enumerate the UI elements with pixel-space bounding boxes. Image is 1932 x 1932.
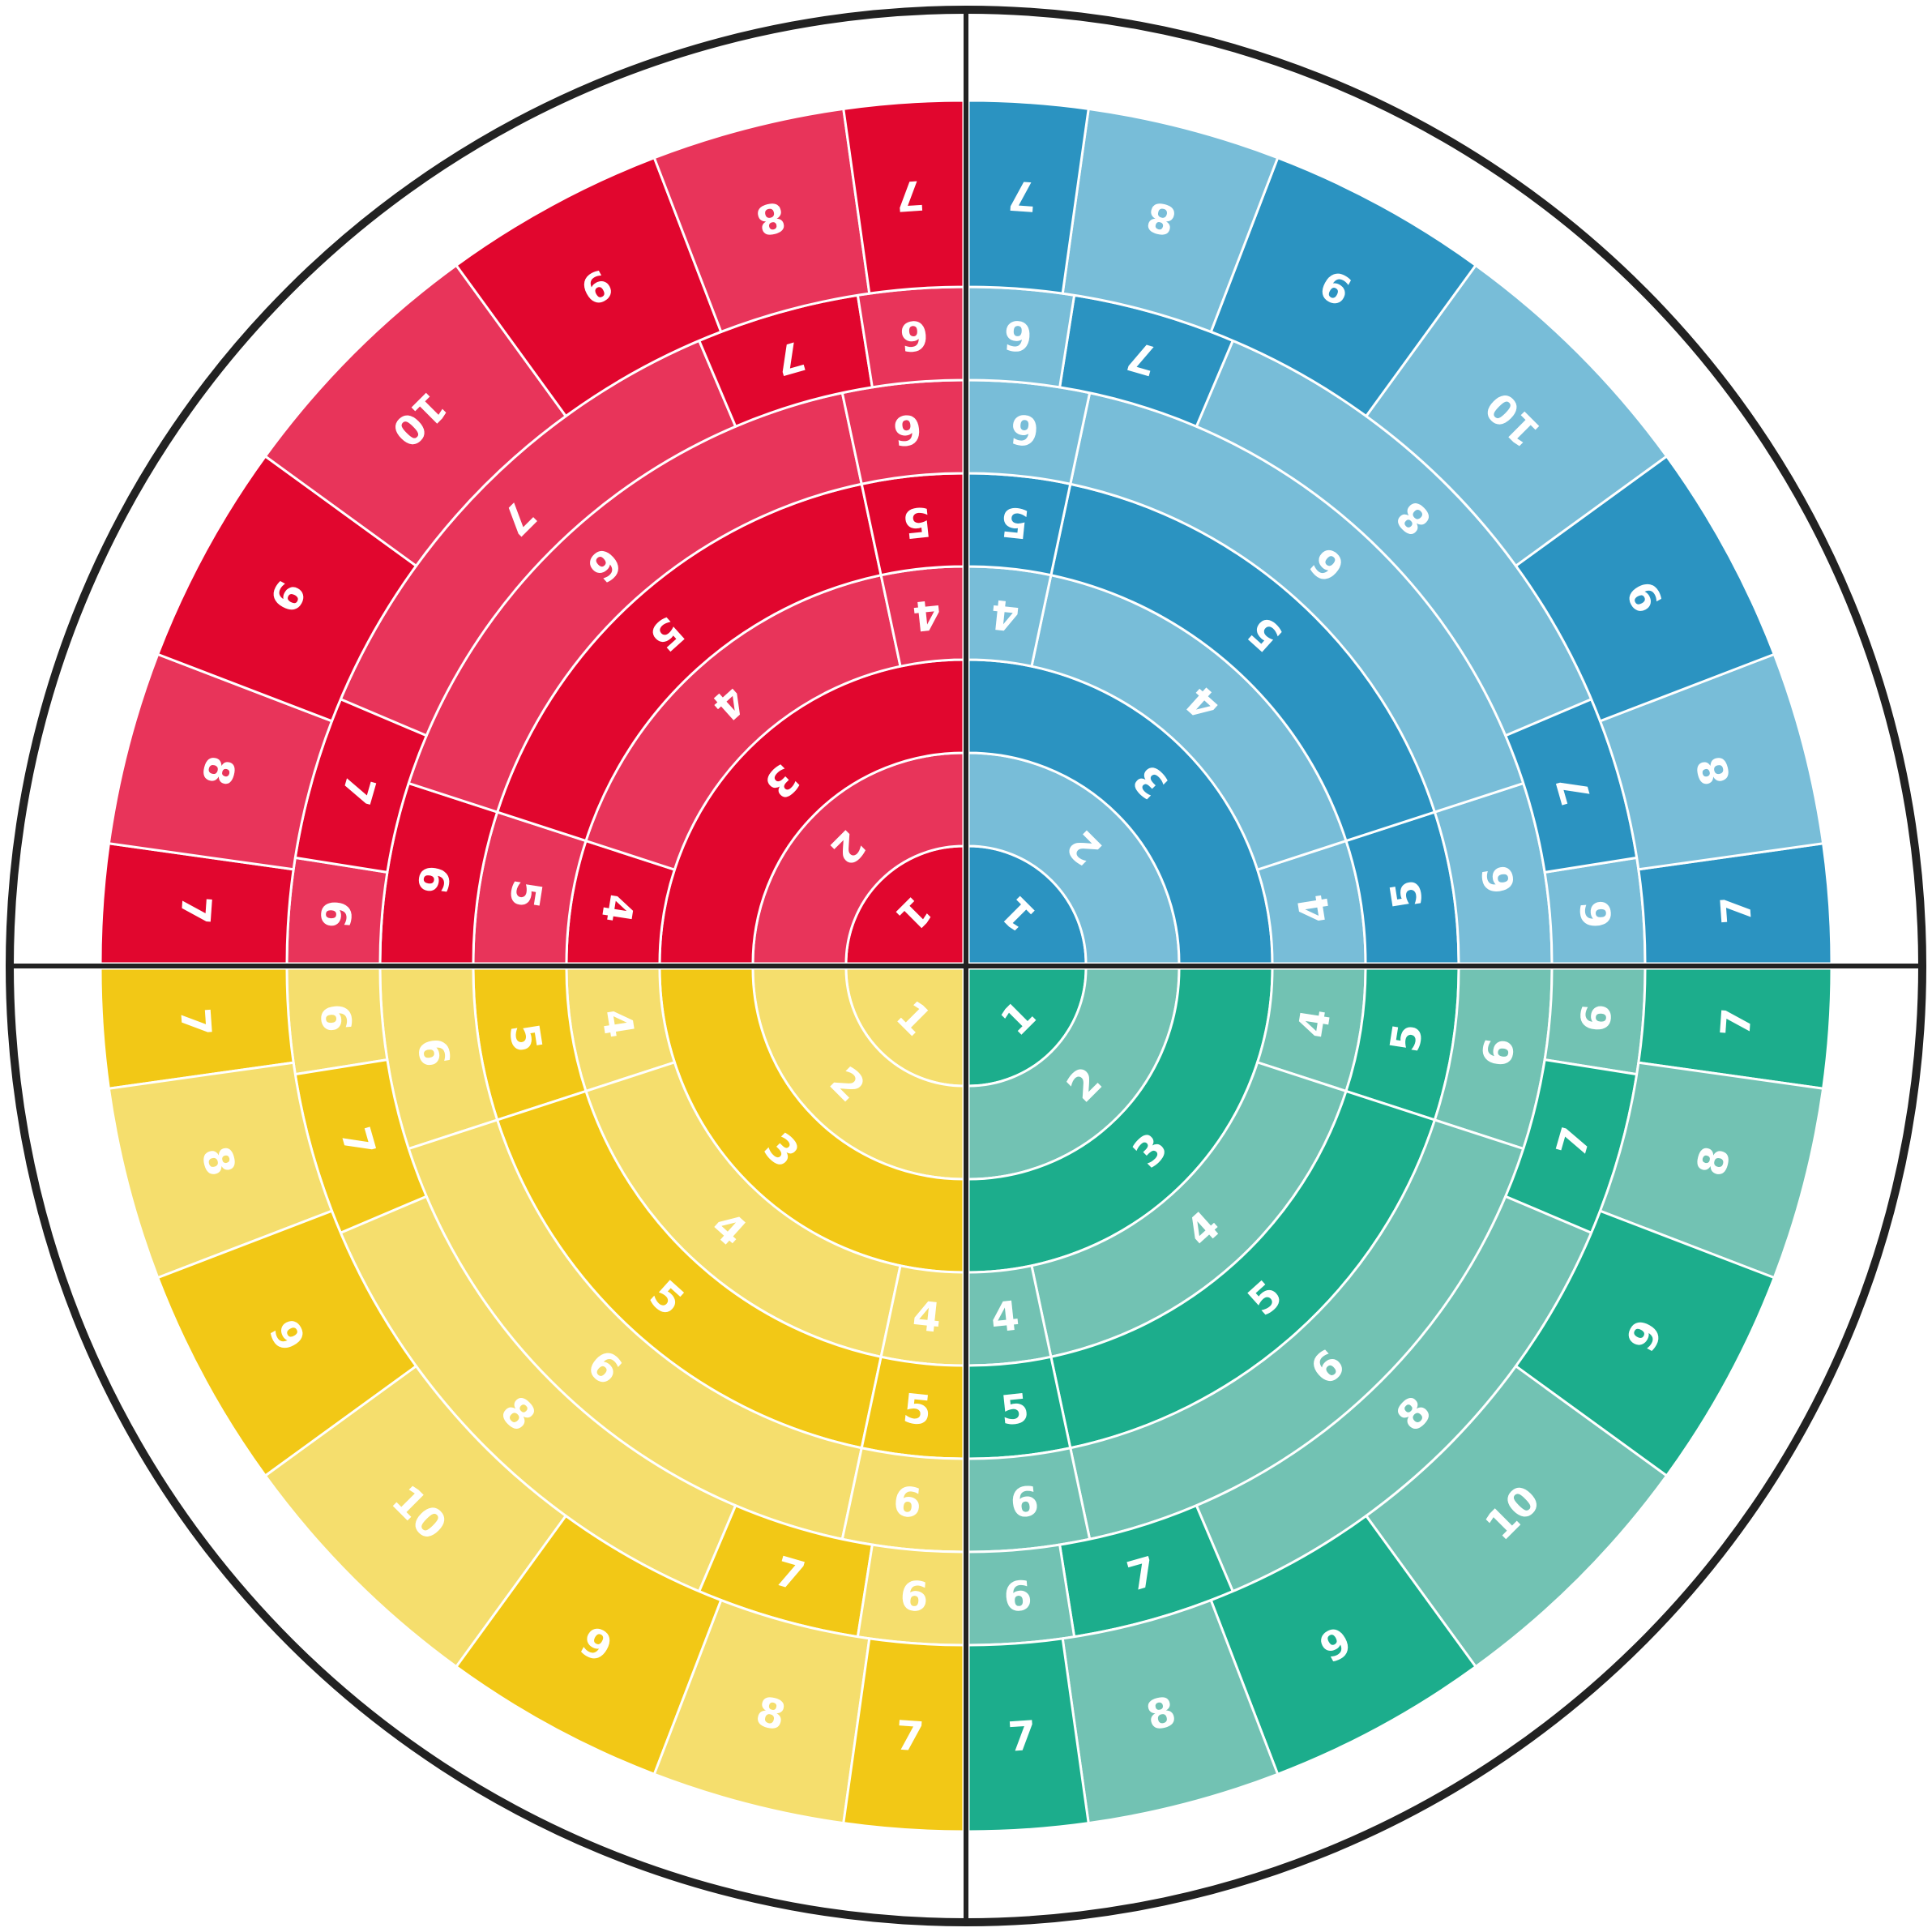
segment-label-yellow-ring4-3: 4: [910, 1292, 943, 1341]
segment-label-blue-ring5-3: 5: [998, 498, 1032, 547]
segment-label-red-ring8-7: 7: [894, 171, 925, 220]
segment-label-blue-ring4-3: 4: [989, 590, 1022, 639]
segment-label-blue-ring6-3: 6: [1008, 404, 1041, 454]
segment-label-green-ring7-1: 6: [1572, 1002, 1622, 1033]
segment-label-green-ring4-3: 4: [989, 1292, 1022, 1341]
segment-label-red-ring7-5: 6: [898, 311, 930, 361]
segment-label-red-ring4-3: 4: [910, 590, 943, 639]
segment-label-green-ring6-3: 6: [1008, 1477, 1041, 1527]
segment-label-blue-ring7-5: 6: [1002, 311, 1033, 361]
segment-label-yellow-ring5-3: 5: [900, 1385, 934, 1434]
segment-label-yellow-ring7-5: 6: [898, 1572, 930, 1622]
segment-label-yellow-ring8-7: 7: [894, 1712, 925, 1761]
segment-label-blue-ring8-7: 7: [1007, 171, 1038, 220]
segment-label-green-ring7-5: 6: [1002, 1572, 1033, 1622]
segment-label-green-ring5-3: 5: [998, 1385, 1032, 1434]
segment-label-blue-ring8-1: 7: [1712, 894, 1761, 925]
segment-label-red-ring8-1: 7: [171, 894, 220, 925]
segment-label-blue-ring7-1: 6: [1572, 898, 1622, 930]
segment-label-yellow-ring8-1: 7: [171, 1007, 220, 1038]
segment-label-yellow-ring7-1: 6: [311, 1002, 361, 1033]
segment-label-red-ring7-1: 6: [311, 898, 361, 930]
segment-label-yellow-ring6-3: 6: [891, 1477, 924, 1527]
segment-label-green-ring8-7: 7: [1007, 1712, 1038, 1761]
segment-label-red-ring6-3: 6: [891, 404, 924, 454]
segment-label-red-ring5-3: 5: [900, 498, 934, 547]
segment-label-green-ring8-1: 7: [1712, 1007, 1761, 1038]
